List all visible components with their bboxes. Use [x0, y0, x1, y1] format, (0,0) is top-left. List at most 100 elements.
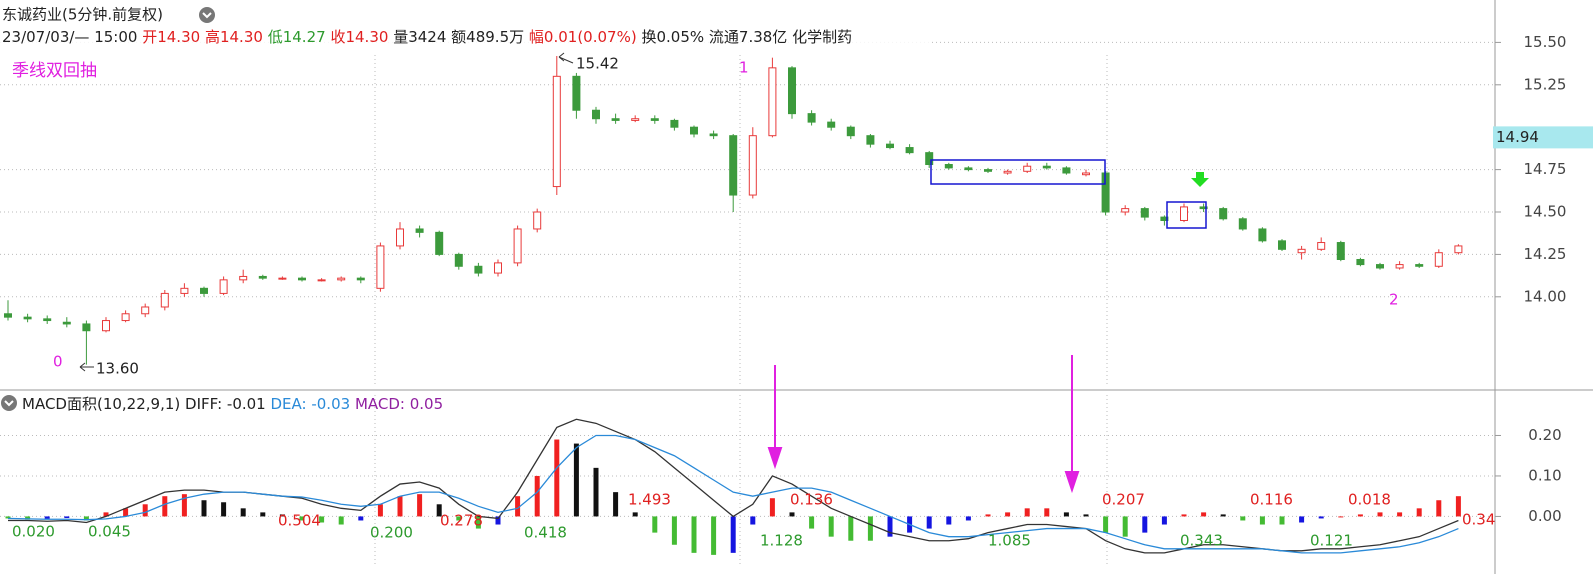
float: 流通7.38亿 — [709, 28, 787, 46]
macd-bar — [25, 516, 31, 520]
macd-bar — [711, 516, 717, 555]
macd-bar — [730, 516, 736, 553]
macd-bar — [240, 508, 246, 517]
volume: 量3424 — [393, 28, 446, 46]
candle-body — [23, 316, 32, 320]
candle-body — [298, 277, 306, 281]
candle-body — [278, 277, 287, 280]
menu-icon — [202, 12, 212, 19]
low-mark: 13.60 — [96, 360, 139, 378]
y-tick-label: 14.00 — [1524, 287, 1567, 305]
macd-bar — [397, 496, 403, 517]
value: 0.01(0.07%) — [544, 28, 637, 46]
macd-bar — [769, 498, 775, 517]
amount: 额489.5万 — [451, 28, 524, 46]
label: 幅 — [529, 28, 544, 46]
candle-body — [670, 119, 679, 128]
macd-bar — [495, 516, 501, 525]
candle-body — [239, 275, 248, 281]
macd-bar — [1240, 516, 1246, 521]
macd-bar — [1161, 516, 1167, 525]
macd-bar — [867, 516, 873, 541]
macd-bar — [593, 467, 599, 517]
macd-bar — [652, 516, 658, 533]
candle-body — [1278, 240, 1286, 250]
macd-bar — [377, 504, 383, 517]
candle-body — [1376, 264, 1384, 269]
area-label: 0.343 — [1180, 532, 1223, 550]
marks — [0, 41, 1495, 555]
area-label: 0.504 — [278, 512, 321, 530]
macd-bar — [319, 516, 325, 523]
candle-body — [102, 320, 110, 332]
area-label: 0.200 — [370, 524, 413, 542]
candle-body — [1258, 228, 1267, 242]
macd-bar — [1122, 516, 1128, 537]
macd-bar — [83, 516, 89, 521]
macd-bar — [123, 508, 129, 517]
macd-bar — [1357, 514, 1363, 517]
candle-body — [631, 118, 640, 121]
high-mark: 15.42 — [576, 55, 619, 73]
macd-bar — [1044, 508, 1050, 517]
low-pointer — [79, 362, 94, 372]
macd-bar — [279, 514, 285, 517]
y-tick-label: 0.20 — [1528, 426, 1561, 444]
candle-body — [1199, 206, 1208, 210]
value: 14.30 — [345, 28, 388, 46]
candle-body — [121, 313, 130, 322]
stock-title: 东诚药业(5分钟.前复权) — [2, 6, 163, 24]
macd-bar — [1005, 512, 1011, 517]
value: 14.30 — [157, 28, 200, 46]
candle-body — [337, 277, 346, 281]
area-label: 0.278 — [440, 512, 483, 530]
candle-body — [1121, 208, 1130, 213]
candle-body — [925, 152, 934, 166]
y-tick-label: 0.00 — [1528, 507, 1561, 525]
area-labels: 0.020 0.045 0.504 0.200 0.278 0.418 1.49… — [12, 491, 1495, 550]
candle-body — [650, 118, 659, 121]
candle-body — [474, 265, 483, 274]
macd-bar — [358, 516, 364, 521]
datetime: 23/07/03/— 15:00 — [2, 28, 137, 46]
candle-body — [984, 169, 992, 172]
macd-bar — [5, 516, 11, 519]
candle-body — [552, 75, 561, 188]
signal-arrow — [767, 365, 783, 470]
menu-icon — [4, 400, 14, 407]
highlight-box — [1166, 201, 1207, 229]
area-label: 0.418 — [524, 524, 567, 542]
macd-bar — [299, 516, 305, 521]
label: 开 — [142, 28, 157, 46]
candle-body — [1434, 252, 1443, 267]
macd-bar — [1436, 500, 1442, 517]
quote-line: 23/07/03/— 15:00 开14.30 高14.30 低14.27 收1… — [2, 28, 852, 46]
macd-bar — [965, 516, 971, 521]
area-label: 0.020 — [12, 523, 55, 541]
macd-bar — [1279, 516, 1285, 525]
candle-body — [435, 231, 444, 255]
candle-body — [356, 277, 365, 281]
macd-bar — [671, 516, 677, 545]
macd-bar — [632, 512, 638, 517]
indicator-menu[interactable] — [1, 395, 17, 411]
candle-body — [43, 318, 52, 322]
candle-body — [592, 109, 600, 120]
macd-bar — [417, 494, 423, 517]
candle-body — [905, 147, 914, 154]
macd-bar — [1397, 512, 1403, 517]
candle-body — [1023, 165, 1032, 172]
candle-body — [415, 228, 424, 233]
macd-bar — [1338, 516, 1344, 518]
area-label: 0.018 — [1348, 491, 1391, 509]
macd-legend: MACD面积(10,22,9,1) DIFF: -0.01 DEA: -0.03… — [22, 395, 443, 413]
candle-body — [807, 113, 816, 123]
macd-bar — [985, 514, 991, 517]
candle-body — [454, 253, 463, 267]
candle-body — [82, 323, 91, 332]
candle-body — [611, 118, 620, 121]
label: 低 — [268, 28, 283, 46]
note: 季线双回抽 — [12, 61, 97, 81]
menu-button[interactable] — [199, 7, 215, 23]
turnover: 换0.05% — [641, 28, 704, 46]
